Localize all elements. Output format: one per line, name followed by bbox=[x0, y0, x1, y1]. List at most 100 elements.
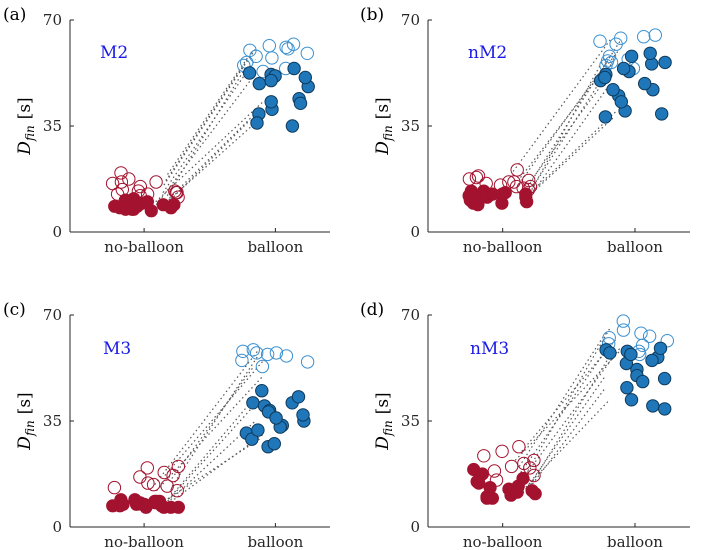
pair-link bbox=[519, 74, 610, 197]
point-balloon-open bbox=[600, 54, 615, 68]
point-balloon-open bbox=[616, 314, 630, 328]
pair-link bbox=[519, 399, 611, 495]
point-no-balloon-filled bbox=[480, 491, 494, 505]
point-no-balloon-open bbox=[122, 172, 136, 186]
point-balloon-open bbox=[255, 359, 270, 374]
point-balloon-open bbox=[634, 326, 648, 340]
point-no-balloon-filled bbox=[164, 201, 178, 215]
point-balloon-filled bbox=[603, 346, 617, 360]
y-axis-label: Dfin[s] bbox=[15, 97, 37, 155]
point-balloon-open bbox=[260, 347, 275, 362]
point-balloon-open bbox=[269, 346, 284, 360]
point-balloon-filled bbox=[250, 116, 264, 130]
panel-title: M3 bbox=[103, 339, 131, 359]
y-tick-label: 0 bbox=[52, 518, 62, 536]
panel-m3: 0 35 70 no-balloon balloon (c) M3 Dfin[s] bbox=[3, 300, 330, 550]
point-no-balloon-filled bbox=[171, 500, 185, 514]
point-balloon-filled bbox=[658, 55, 672, 70]
point-balloon-open bbox=[286, 37, 301, 51]
point-balloon-filled bbox=[657, 371, 672, 386]
point-balloon-filled bbox=[293, 96, 308, 111]
point-no-balloon-open bbox=[140, 461, 155, 475]
y-tick-label: 70 bbox=[401, 11, 420, 29]
y-axis-label: Dfin[s] bbox=[373, 392, 395, 450]
point-balloon-filled bbox=[269, 411, 283, 425]
point-balloon-filled bbox=[246, 396, 260, 410]
point-no-balloon-open bbox=[512, 440, 526, 454]
point-balloon-open bbox=[246, 343, 261, 357]
point-no-balloon-open bbox=[107, 480, 122, 495]
point-no-balloon-filled bbox=[144, 204, 158, 218]
pair-link bbox=[164, 405, 255, 505]
point-no-balloon-filled bbox=[465, 192, 479, 206]
x-tick-label: no-balloon bbox=[104, 238, 184, 256]
point-balloon-filled bbox=[298, 70, 312, 85]
point-balloon-open bbox=[300, 355, 315, 369]
y-axis-label: Dfin[s] bbox=[373, 97, 395, 155]
point-no-balloon-open bbox=[160, 479, 174, 493]
point-no-balloon-open bbox=[133, 179, 148, 194]
point-no-balloon-filled bbox=[119, 193, 133, 207]
point-balloon-filled bbox=[624, 49, 639, 63]
y-tick-label: 35 bbox=[401, 412, 420, 430]
pair-link bbox=[513, 347, 621, 492]
point-no-balloon-open bbox=[522, 173, 536, 188]
panel-m2: 0 35 70 no-balloon balloon (a) M2 Dfin[s] bbox=[3, 5, 330, 256]
point-balloon-open bbox=[250, 346, 264, 360]
point-no-balloon-filled bbox=[516, 471, 530, 486]
point-balloon-open bbox=[593, 34, 607, 48]
point-balloon-filled bbox=[264, 73, 278, 88]
point-balloon-open bbox=[249, 49, 263, 63]
pair-link bbox=[530, 360, 608, 485]
point-balloon-open bbox=[642, 329, 657, 343]
point-balloon-open bbox=[637, 30, 651, 44]
x-tick-label: no-balloon bbox=[463, 238, 543, 256]
point-balloon-filled bbox=[242, 66, 257, 80]
pair-link bbox=[512, 37, 612, 172]
point-balloon-open bbox=[281, 42, 295, 56]
point-balloon-filled bbox=[624, 393, 639, 407]
panel-nm2: 0 35 70 no-balloon balloon (b) nM2 Dfin[s] bbox=[360, 5, 690, 256]
pair-link bbox=[521, 338, 617, 452]
panel-title: nM2 bbox=[468, 43, 507, 63]
pair-link bbox=[164, 360, 264, 476]
point-no-balloon-open bbox=[471, 169, 486, 183]
point-balloon-filled bbox=[620, 381, 634, 395]
point-balloon-filled bbox=[267, 437, 281, 451]
pair-links bbox=[513, 326, 621, 498]
point-balloon-filled bbox=[296, 408, 310, 422]
point-balloon-open bbox=[660, 334, 674, 348]
panel-label: (b) bbox=[360, 5, 384, 25]
pair-link bbox=[162, 399, 254, 507]
y-tick-label: 35 bbox=[43, 412, 62, 430]
y-tick-label: 70 bbox=[43, 11, 62, 29]
point-balloon-open bbox=[300, 46, 314, 60]
point-no-balloon-open bbox=[517, 456, 531, 471]
point-no-balloon-open bbox=[507, 175, 521, 189]
y-tick-label: 70 bbox=[401, 306, 420, 324]
pair-link bbox=[166, 65, 248, 196]
pair-link bbox=[171, 354, 260, 487]
point-balloon-filled bbox=[245, 432, 259, 446]
pair-link bbox=[163, 46, 258, 186]
point-no-balloon-filled bbox=[485, 187, 500, 201]
panel-label: (a) bbox=[3, 5, 26, 25]
point-no-balloon-open bbox=[170, 484, 184, 498]
pair-link bbox=[163, 119, 251, 207]
point-no-balloon-open bbox=[171, 459, 186, 474]
point-no-balloon-open bbox=[527, 453, 541, 468]
pair-link bbox=[164, 122, 256, 204]
pair-link bbox=[155, 80, 251, 206]
point-balloon-filled bbox=[614, 95, 628, 109]
pair-link bbox=[154, 350, 258, 485]
point-balloon-filled bbox=[638, 76, 652, 91]
point-balloon-open bbox=[614, 31, 628, 45]
pair-link bbox=[521, 62, 608, 181]
y-tick-label: 0 bbox=[410, 223, 420, 241]
pair-link bbox=[520, 344, 610, 473]
y-tick-label: 0 bbox=[410, 518, 420, 536]
pair-link bbox=[163, 438, 260, 502]
point-no-balloon-filled bbox=[149, 494, 164, 508]
point-balloon-filled bbox=[606, 83, 620, 97]
point-no-balloon-open bbox=[477, 449, 491, 463]
